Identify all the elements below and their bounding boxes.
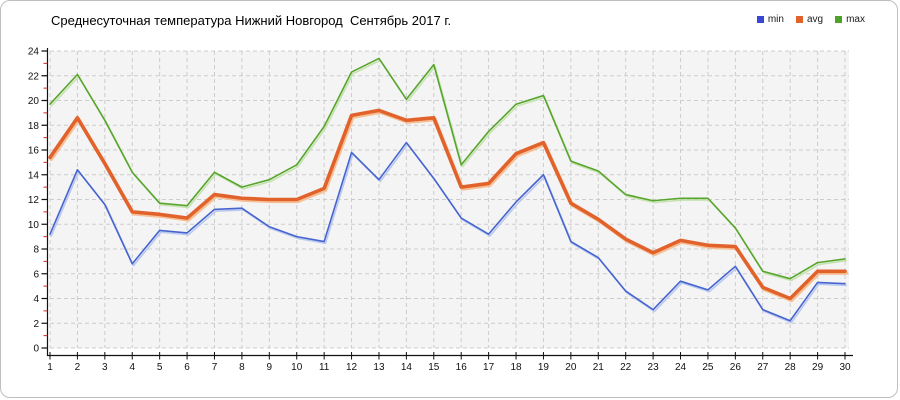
avg-series-line [48, 108, 847, 301]
x-tick-label: 11 [319, 362, 330, 373]
x-tick-label: 27 [757, 362, 769, 373]
y-tick-label: 8 [33, 245, 39, 256]
x-tick-label: 29 [812, 362, 824, 373]
x-tick-label: 9 [267, 362, 273, 373]
legend-item-avg: avg [795, 14, 824, 25]
x-tick-label: 24 [675, 362, 687, 373]
x-tick-label: 1 [47, 362, 53, 373]
x-tick-label: 8 [239, 362, 245, 373]
y-tick-label: 6 [33, 269, 39, 280]
y-tick-label: 0 [33, 344, 39, 355]
x-tick-label: 2 [75, 362, 81, 373]
x-tick-label: 12 [346, 362, 358, 373]
x-tick-label: 26 [730, 362, 742, 373]
x-tick-label: 13 [373, 362, 385, 373]
x-tick-label: 6 [184, 362, 190, 373]
x-tick-label: 22 [620, 362, 632, 373]
x-tick-label: 23 [648, 362, 660, 373]
x-tick-label: 30 [839, 362, 851, 373]
y-tick-label: 22 [28, 71, 40, 82]
legend-swatch-min [756, 16, 764, 23]
legend-label: avg [806, 14, 824, 25]
legend-swatch-max [835, 16, 843, 23]
x-tick-label: 4 [129, 362, 135, 373]
x-tick-label: 18 [510, 362, 522, 373]
x-tick-label: 21 [593, 362, 605, 373]
y-tick-label: 14 [28, 170, 40, 181]
y-tick-label: 4 [33, 294, 39, 305]
max-series-line [49, 57, 846, 280]
x-tick-label: 14 [401, 362, 413, 373]
x-tick-label: 15 [428, 362, 440, 373]
x-tick-label: 5 [157, 362, 163, 373]
y-tick-label: 12 [28, 195, 40, 206]
legend-item-min: min [756, 14, 784, 25]
x-tick-label: 16 [456, 362, 468, 373]
legend-item-max: max [835, 14, 865, 25]
y-tick-label: 16 [28, 146, 40, 157]
x-tick-label: 28 [785, 362, 797, 373]
x-tick-label: 19 [538, 362, 550, 373]
legend-swatch-avg [795, 16, 803, 23]
y-tick-label: 20 [28, 96, 40, 107]
y-tick-label: 10 [28, 220, 40, 231]
x-tick-label: 20 [565, 362, 577, 373]
x-tick-label: 7 [212, 362, 218, 373]
chart-legend: min avg max [756, 14, 865, 25]
x-tick-label: 3 [102, 362, 108, 373]
legend-label: max [846, 14, 865, 25]
min-series-line [49, 141, 846, 322]
x-tick-label: 17 [483, 362, 495, 373]
legend-label: min [767, 14, 784, 25]
x-tick-label: 10 [291, 362, 303, 373]
y-tick-label: 2 [33, 319, 39, 330]
x-tick-label: 25 [702, 362, 714, 373]
chart-title: Среднесуточная температура Нижний Новгор… [51, 13, 452, 28]
y-tick-label: 24 [28, 47, 40, 58]
y-tick-label: 18 [28, 121, 40, 132]
